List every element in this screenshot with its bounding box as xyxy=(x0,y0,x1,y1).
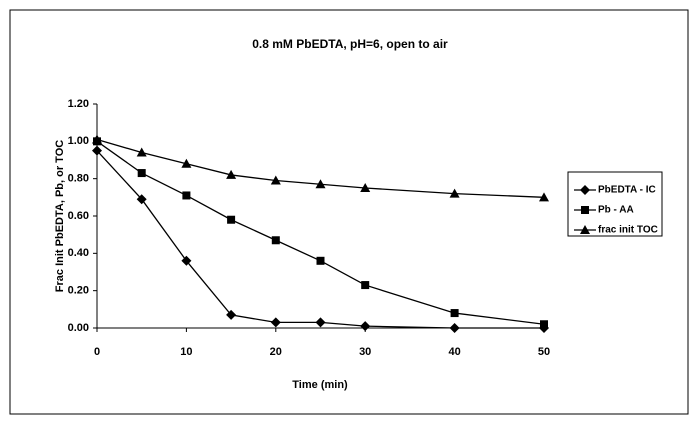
marker xyxy=(580,225,590,234)
y-tick-label: 0.40 xyxy=(68,247,89,259)
marker xyxy=(227,215,236,224)
marker xyxy=(540,320,548,329)
marker xyxy=(449,323,460,333)
marker xyxy=(226,169,237,179)
marker xyxy=(449,188,460,198)
marker xyxy=(315,179,326,189)
x-tick-label: 40 xyxy=(448,346,460,358)
marker xyxy=(450,309,459,318)
legend-box xyxy=(567,171,663,237)
legend-text: PbEDTA - IC xyxy=(598,185,656,196)
marker xyxy=(137,169,146,178)
x-tick-label: 0 xyxy=(94,346,100,358)
legend-text: Pb - AA xyxy=(598,205,634,216)
marker xyxy=(136,147,147,157)
x-tick-label: 20 xyxy=(270,346,282,358)
marker xyxy=(539,192,549,202)
x-axis-label: Time (min) xyxy=(292,379,348,391)
x-tick-label: 30 xyxy=(359,346,371,358)
marker xyxy=(360,183,371,192)
marker xyxy=(315,317,326,328)
legend-text: frac init TOC xyxy=(598,225,658,236)
marker xyxy=(271,236,280,245)
marker xyxy=(92,134,102,144)
y-tick-label: 1.20 xyxy=(68,98,89,110)
marker xyxy=(361,281,370,290)
marker xyxy=(360,321,371,332)
y-tick-label: 0.20 xyxy=(68,285,89,297)
marker xyxy=(226,309,237,320)
y-tick-label: 0.80 xyxy=(68,173,89,185)
x-tick-label: 10 xyxy=(180,346,192,358)
marker xyxy=(581,206,589,214)
marker xyxy=(182,191,191,200)
y-tick-label: 0.60 xyxy=(68,210,89,222)
y-tick-label: 1.00 xyxy=(68,135,89,147)
marker xyxy=(181,255,192,266)
x-tick-label: 50 xyxy=(538,346,550,358)
y-axis-label: Frac Init PbEDTA, Pb, or TOC xyxy=(54,140,66,292)
y-tick-label: 0.00 xyxy=(68,322,89,334)
marker xyxy=(92,145,102,156)
marker xyxy=(580,185,590,195)
marker xyxy=(316,256,325,265)
marker xyxy=(270,317,281,328)
marker xyxy=(270,175,281,185)
marker xyxy=(181,158,192,168)
chart-title: 0.8 mM PbEDTA, pH=6, open to air xyxy=(252,37,448,51)
marker xyxy=(136,194,147,205)
